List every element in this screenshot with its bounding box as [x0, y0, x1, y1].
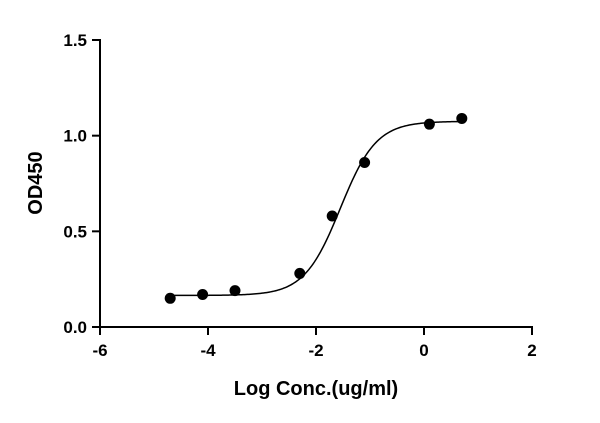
y-axis-ticks: 0.0 0.5 1.0 1.5 [63, 31, 100, 337]
data-point [423, 118, 435, 130]
x-axis-ticks: -6 -4 -2 0 2 [92, 327, 537, 360]
y-tick-label: 1.5 [63, 31, 87, 50]
x-tick-label: 2 [527, 341, 536, 360]
x-tick-label: -6 [92, 341, 107, 360]
x-axis-title: Log Conc.(ug/ml) [234, 378, 398, 400]
y-tick-label: 0.5 [63, 222, 87, 241]
data-point [326, 210, 338, 222]
data-point [197, 288, 209, 300]
x-tick-label: -4 [200, 341, 216, 360]
fit-curve [170, 120, 462, 297]
y-tick-label: 0.0 [63, 318, 87, 337]
x-tick-label: -2 [308, 341, 323, 360]
data-point [164, 292, 176, 304]
y-axis-title: OD450 [25, 151, 47, 214]
data-point [229, 285, 241, 297]
data-point [456, 112, 468, 124]
y-tick-label: 1.0 [63, 127, 87, 146]
data-point [294, 267, 306, 279]
x-tick-label: 0 [419, 341, 428, 360]
data-points [164, 112, 468, 304]
data-point [359, 156, 371, 168]
